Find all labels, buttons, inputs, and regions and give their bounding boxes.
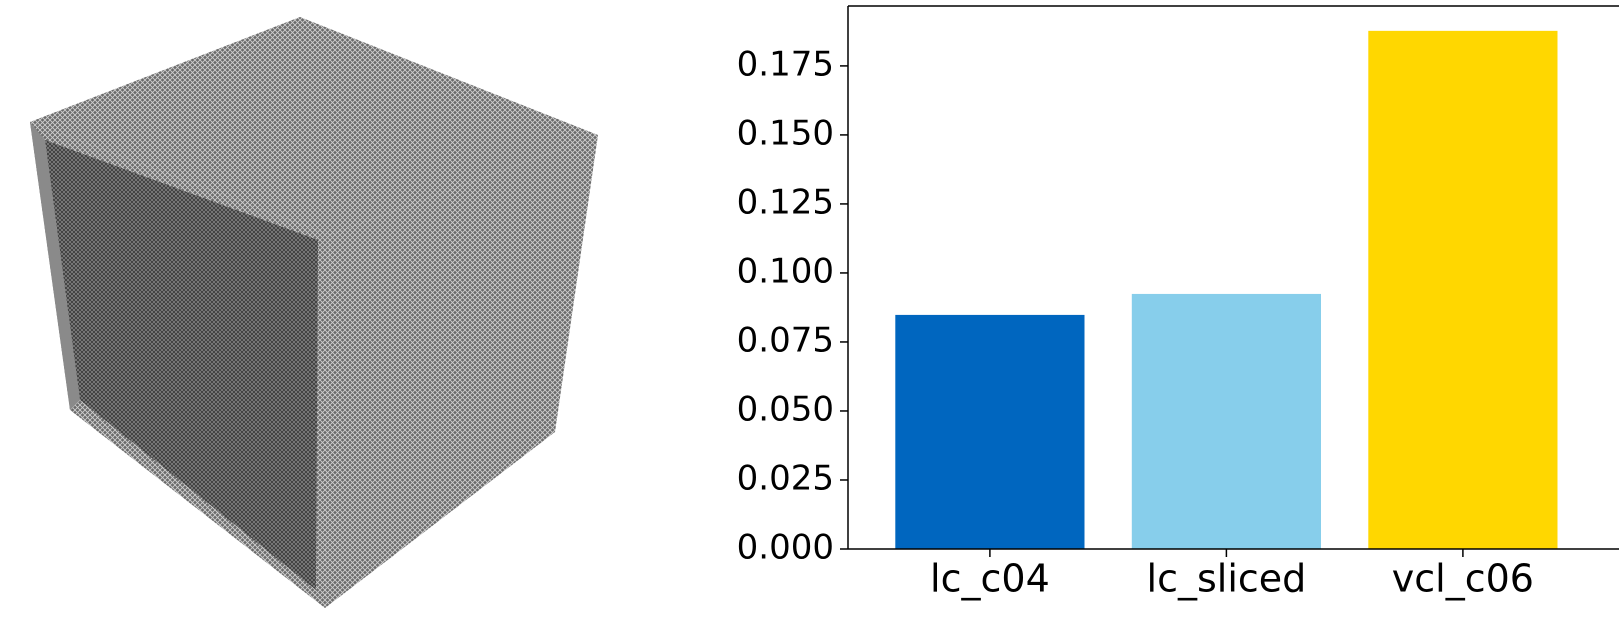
y-tick-label: 0.050	[737, 389, 834, 429]
bar	[1132, 294, 1321, 549]
cube-render	[30, 17, 598, 608]
x-tick-label: lc_sliced	[1147, 557, 1307, 601]
x-tick-label: vcl_c06	[1392, 557, 1534, 601]
y-tick-label: 0.125	[737, 182, 834, 222]
y-tick-label: 0.150	[737, 113, 834, 153]
figure: lc_c04 lc_sliced vcl_c06 0.000 0.025 0.050 0.0…	[0, 0, 1619, 630]
bar	[1368, 31, 1557, 549]
x-tick-label: lc_c04	[930, 557, 1050, 601]
page: lc_c04 lc_sliced vcl_c06 0.000 0.025 0.050 0.0…	[0, 0, 1619, 630]
y-tick-label: 0.000	[737, 528, 834, 568]
bar-chart: lc_c04 lc_sliced vcl_c06 0.000 0.025 0.050 0.0…	[737, 6, 1619, 601]
bar	[895, 315, 1084, 549]
y-tick-label: 0.100	[737, 251, 834, 291]
y-tick-label: 0.175	[737, 44, 834, 84]
y-tick-label: 0.025	[737, 458, 834, 498]
y-tick-label: 0.075	[737, 320, 834, 360]
